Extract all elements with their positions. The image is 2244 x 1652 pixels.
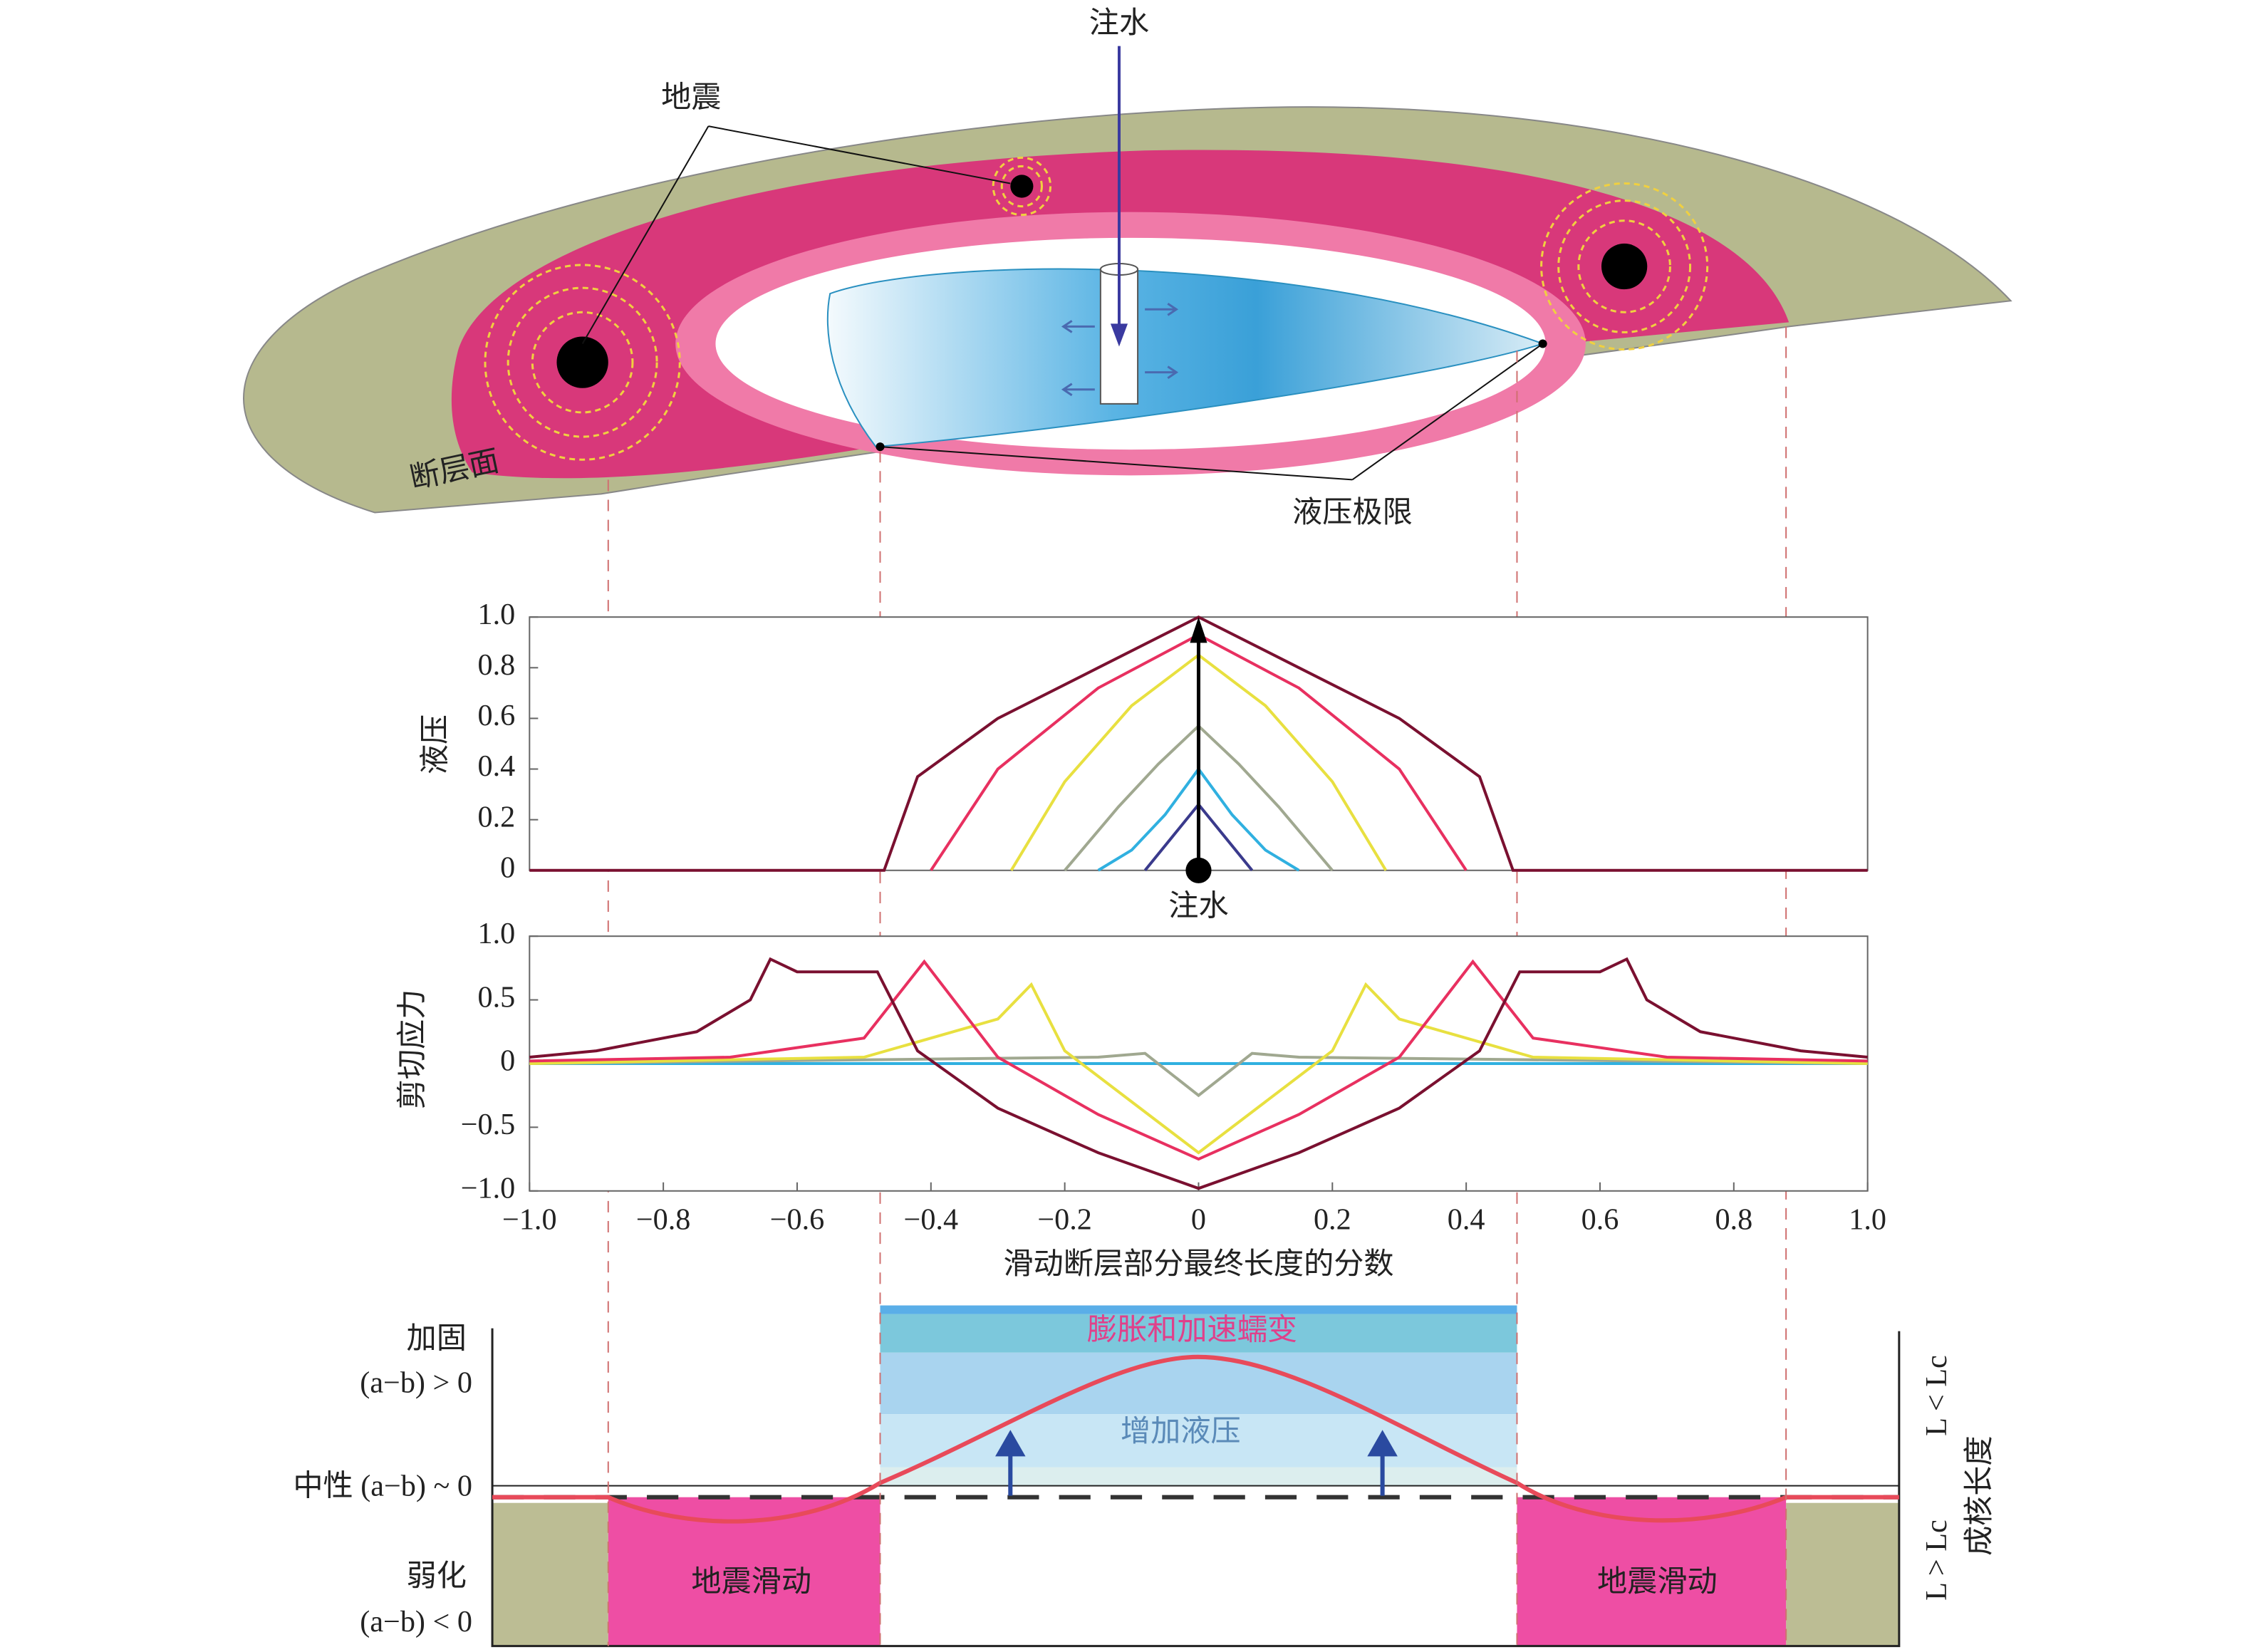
region: [492, 1502, 608, 1646]
band: [880, 1467, 1517, 1486]
label: 地震滑动: [691, 1565, 811, 1599]
line: [529, 957, 1868, 1190]
label: 液压极限: [1292, 496, 1413, 529]
leader-lines: [880, 343, 1544, 481]
fault-diagram: 注水 地震 断层面 液压极限: [243, 6, 2012, 529]
earthquake: [1601, 243, 1648, 290]
label: 注水: [1089, 6, 1149, 40]
friction-curve: [492, 1354, 1899, 1524]
x-tick-label: −1.0: [502, 1203, 557, 1237]
flow-arrows: [1061, 302, 1179, 397]
label: L < Lc: [1920, 1355, 1953, 1436]
x-tick-label: 0.4: [1448, 1203, 1485, 1237]
y-tick-label: 0.4: [477, 749, 515, 783]
y-tick-label: 0.5: [477, 980, 515, 1014]
y-tick-label: 1.0: [477, 598, 515, 631]
line: [529, 1051, 1868, 1098]
y-tick-label: 0.6: [477, 699, 515, 732]
label: 加固: [407, 1321, 467, 1355]
x-tick-label: 0.6: [1581, 1203, 1619, 1237]
label: 成核长度: [1963, 1435, 1996, 1556]
friction-panel: 加固 (a−b) > 0 中性 (a−b) ~ 0 弱化 (a−b) < 0 膨…: [293, 1305, 1996, 1648]
rupture-rings: [484, 156, 1709, 461]
y-tick-label: 1.0: [477, 917, 515, 950]
x-tick-label: −0.6: [770, 1203, 825, 1237]
region: [1786, 1502, 1899, 1646]
pressure-arrows: [995, 1430, 1398, 1496]
pressure-lens: [826, 268, 1545, 448]
label: 增加液压: [1121, 1415, 1241, 1448]
y-tick-label: −1.0: [461, 1171, 516, 1205]
x-tick-label: 0: [1191, 1203, 1206, 1237]
label: 中性 (a−b) ~ 0: [293, 1469, 472, 1502]
y-axis-label: 液压: [418, 715, 452, 774]
x-tick-label: 0.2: [1314, 1203, 1351, 1237]
label: (a−b) < 0: [360, 1605, 472, 1638]
label: 地震: [661, 81, 721, 115]
y-tick-label: 0: [500, 851, 515, 884]
arrow-head: [1110, 323, 1128, 347]
injection-point: [1185, 857, 1212, 883]
arrow-head: [1190, 617, 1207, 643]
earthquake: [1010, 175, 1034, 198]
label: 膨胀和加速蠕变: [1087, 1313, 1297, 1346]
band: [880, 1314, 1517, 1353]
x-axis-label: 滑动断层部分最终长度的分数: [1003, 1247, 1393, 1281]
x-tick-label: −0.2: [1037, 1203, 1092, 1237]
limit-point: [876, 442, 885, 452]
y-tick-label: 0.2: [477, 800, 515, 833]
x-tick-label: 1.0: [1849, 1203, 1886, 1237]
earthquake: [556, 336, 608, 388]
band: [880, 1414, 1517, 1467]
label: 弱化: [407, 1559, 467, 1593]
x-tick-label: −0.4: [904, 1203, 959, 1237]
band: [880, 1352, 1517, 1415]
panel-axes: [491, 1328, 1901, 1648]
band: [880, 1305, 1517, 1314]
leader-lines: [581, 125, 1011, 344]
line: [529, 982, 1868, 1155]
x-tick-label: −0.8: [636, 1203, 691, 1237]
limit-point: [1538, 339, 1547, 348]
y-tick-label: 0.8: [477, 648, 515, 682]
y-tick-label: −0.5: [461, 1108, 516, 1141]
annotation: 注水: [1168, 890, 1228, 923]
label: L > Lc: [1920, 1519, 1953, 1601]
line: [529, 959, 1868, 1161]
y-tick-label: 0: [500, 1044, 515, 1078]
y-axis-label: 剪切应力: [395, 989, 429, 1110]
label: (a−b) > 0: [360, 1366, 472, 1400]
x-tick-label: 0.8: [1715, 1203, 1752, 1237]
label: 地震滑动: [1597, 1565, 1718, 1599]
